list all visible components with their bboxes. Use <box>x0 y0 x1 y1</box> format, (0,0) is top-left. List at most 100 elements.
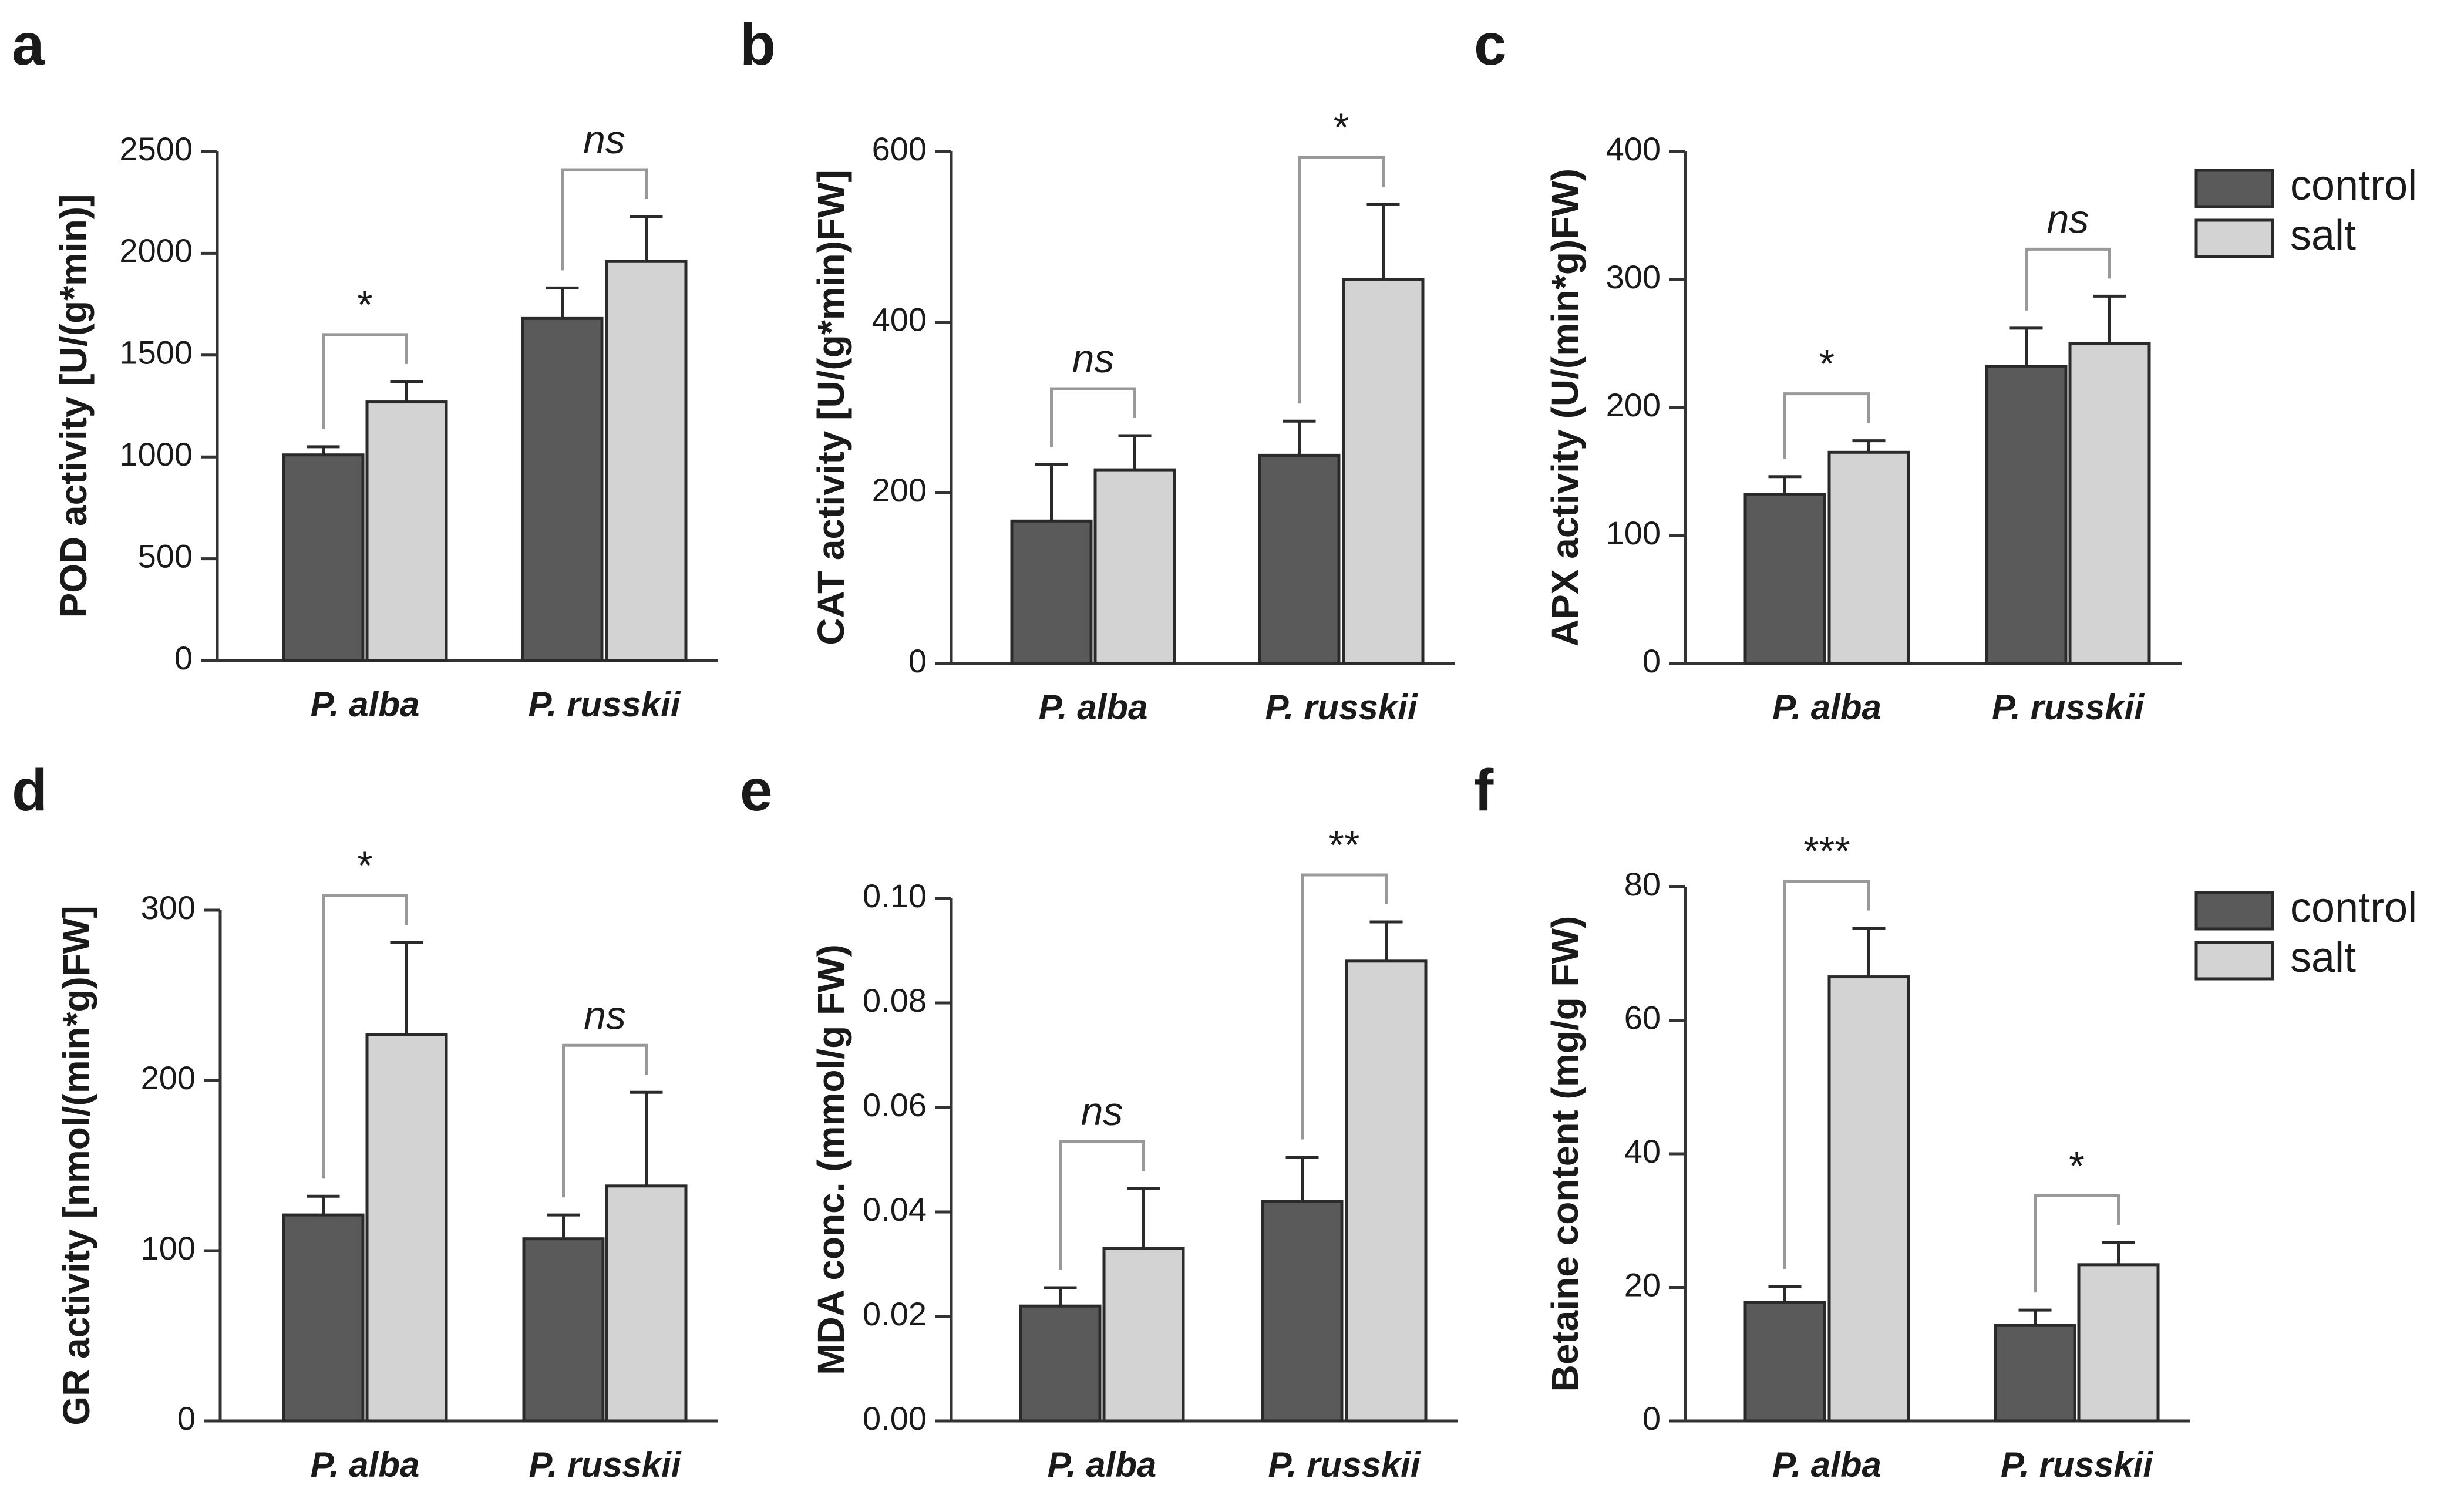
category-label: P. alba <box>311 685 420 724</box>
y-tick-label: 2000 <box>119 232 193 269</box>
significance-bracket <box>322 894 408 1179</box>
y-tick-label: 1500 <box>119 334 193 371</box>
y-tick-label: 100 <box>1606 514 1661 551</box>
legend-swatch-control <box>2194 169 2274 208</box>
significance-bracket <box>1050 387 1136 447</box>
bar-salt-p-alba <box>1827 975 1910 1423</box>
significance-label: ns <box>583 117 625 162</box>
significance-bracket <box>2025 247 2111 311</box>
significance-bracket <box>2034 1194 2120 1293</box>
significance-bracket <box>1783 392 1870 459</box>
bar-salt-p-russkii <box>1345 959 1428 1423</box>
y-axis-label: CAT activity [U/(g*min)FW] <box>810 170 852 645</box>
legend-label-control: control <box>2290 162 2417 209</box>
legend-swatch-salt <box>2194 941 2274 981</box>
category-label: P. russkii <box>528 685 681 724</box>
y-tick-label: 200 <box>141 1059 196 1096</box>
y-tick-label: 0 <box>1642 642 1661 679</box>
significance-label: * <box>1334 105 1349 150</box>
panel-letter: a <box>12 12 45 78</box>
significance-bracket <box>1059 1140 1145 1271</box>
panel-letter: e <box>740 757 773 823</box>
y-tick-label: 40 <box>1624 1133 1661 1170</box>
y-tick-label: 60 <box>1624 999 1661 1036</box>
bar-salt-p-russkii <box>1342 278 1425 665</box>
bar-control-p-russkii <box>1258 453 1341 665</box>
significance-bracket <box>1298 156 1385 404</box>
bar-control-p-alba <box>1743 1301 1826 1423</box>
significance-label: * <box>2069 1143 2084 1188</box>
category-label: P. russkii <box>1268 1445 1421 1484</box>
y-tick-label: 200 <box>872 472 927 509</box>
category-label: P. russkii <box>1992 688 2145 727</box>
bar-control-p-russkii <box>1261 1200 1344 1423</box>
category-label: P. alba <box>1039 688 1148 727</box>
y-tick-label: 300 <box>141 889 196 926</box>
significance-label: ns <box>1072 336 1115 381</box>
legend-label-control: control <box>2290 884 2417 931</box>
bar-control-p-alba <box>1019 1304 1102 1423</box>
legend-swatch-salt <box>2194 218 2274 258</box>
y-tick-label: 0 <box>908 642 927 679</box>
panel-d: d GR activity [nmol/(min*g)FW] 0 100 200 300 P… <box>12 757 718 1484</box>
panel-e: e MDA conc. (mmol/g FW) 0.00 0.02 0.04 0.06 0.… <box>740 757 1458 1484</box>
significance-bracket <box>1783 880 1870 1269</box>
category-label: P. russkii <box>529 1445 681 1484</box>
bar-salt-p-russkii <box>2077 1263 2160 1423</box>
panel-letter: f <box>1474 757 1494 823</box>
y-tick-label: 1000 <box>119 436 193 473</box>
bar-salt-p-russkii <box>605 1184 688 1423</box>
bar-salt-p-russkii <box>605 260 688 662</box>
y-tick-label: 0.02 <box>863 1295 927 1332</box>
y-tick-label: 300 <box>1606 258 1661 295</box>
bar-control-p-russkii <box>522 1237 605 1423</box>
bar-salt-p-alba <box>1093 468 1176 665</box>
bar-control-p-russkii <box>521 316 604 662</box>
y-tick-label: 0.00 <box>863 1400 927 1437</box>
y-axis-label: Betaine content (mg/g FW) <box>1544 916 1586 1392</box>
legend-swatch-control <box>2194 891 2274 931</box>
y-axis-label: MDA conc. (mmol/g FW) <box>810 944 852 1375</box>
bar-control-p-russkii <box>1985 365 2068 665</box>
legend-label-salt: salt <box>2290 934 2356 981</box>
panel-f: f Betaine content (mg/g FW) 0 20 40 60 80 P. al… <box>1474 757 2417 1484</box>
legend-label-salt: salt <box>2290 212 2356 259</box>
category-label: P. alba <box>1772 688 1881 727</box>
panel-a: a POD activity [U/(g*min)] 0 500 1000 1500 200… <box>12 12 718 724</box>
category-label: P. alba <box>311 1445 420 1484</box>
panel-letter: d <box>12 757 48 823</box>
y-tick-label: 0.08 <box>863 982 927 1019</box>
y-tick-label: 400 <box>1606 130 1661 167</box>
bar-control-p-alba <box>1010 519 1093 665</box>
y-tick-label: 0.04 <box>863 1191 927 1228</box>
significance-bracket <box>561 168 648 271</box>
y-axis-label: GR activity [nmol/(min*g)FW] <box>55 905 97 1425</box>
y-tick-label: 200 <box>1606 386 1661 423</box>
y-tick-label: 600 <box>872 130 927 167</box>
significance-label: ** <box>1329 823 1360 867</box>
panel-letter: b <box>740 12 776 78</box>
significance-label: * <box>1819 342 1835 386</box>
y-tick-label: 2500 <box>119 130 193 167</box>
bar-salt-p-alba <box>1102 1247 1185 1423</box>
significance-label: * <box>357 843 372 888</box>
y-tick-label: 400 <box>872 301 927 338</box>
bar-salt-p-alba <box>1827 450 1910 665</box>
y-tick-label: 500 <box>138 537 193 574</box>
significance-label: * <box>357 282 372 327</box>
bar-control-p-russkii <box>1994 1324 2076 1423</box>
category-label: P. alba <box>1772 1445 1881 1484</box>
bar-salt-p-alba <box>365 1033 448 1423</box>
y-axis-label: APX activity (U/(min*g)FW) <box>1544 169 1586 646</box>
bar-salt-p-alba <box>365 400 448 662</box>
panel-b: b CAT activity [U/(g*min)FW] 0 200 400 600 P. … <box>740 12 1455 727</box>
significance-label: ns <box>1081 1089 1123 1134</box>
bar-control-p-alba <box>282 453 365 662</box>
category-label: P. alba <box>1048 1445 1157 1484</box>
significance-label: ns <box>2047 197 2089 241</box>
bar-salt-p-russkii <box>2068 342 2151 665</box>
significance-bracket <box>562 1043 648 1198</box>
